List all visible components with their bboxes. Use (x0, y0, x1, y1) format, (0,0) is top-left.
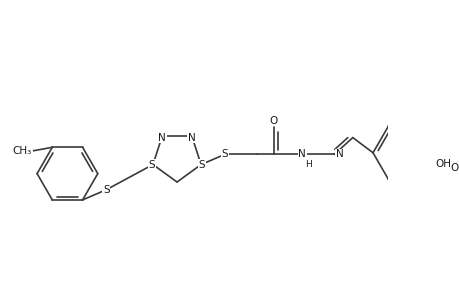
Text: S: S (198, 160, 205, 170)
Text: S: S (149, 160, 155, 170)
Text: N: N (335, 149, 343, 159)
Text: OH: OH (435, 159, 450, 169)
Text: CH₃: CH₃ (12, 146, 31, 156)
Text: H: H (305, 160, 312, 169)
Text: S: S (103, 185, 109, 195)
Text: N: N (158, 133, 166, 143)
Text: O: O (269, 116, 277, 126)
Text: N: N (188, 133, 196, 143)
Text: S: S (221, 149, 228, 159)
Text: N: N (298, 149, 305, 159)
Text: OH: OH (450, 163, 459, 173)
